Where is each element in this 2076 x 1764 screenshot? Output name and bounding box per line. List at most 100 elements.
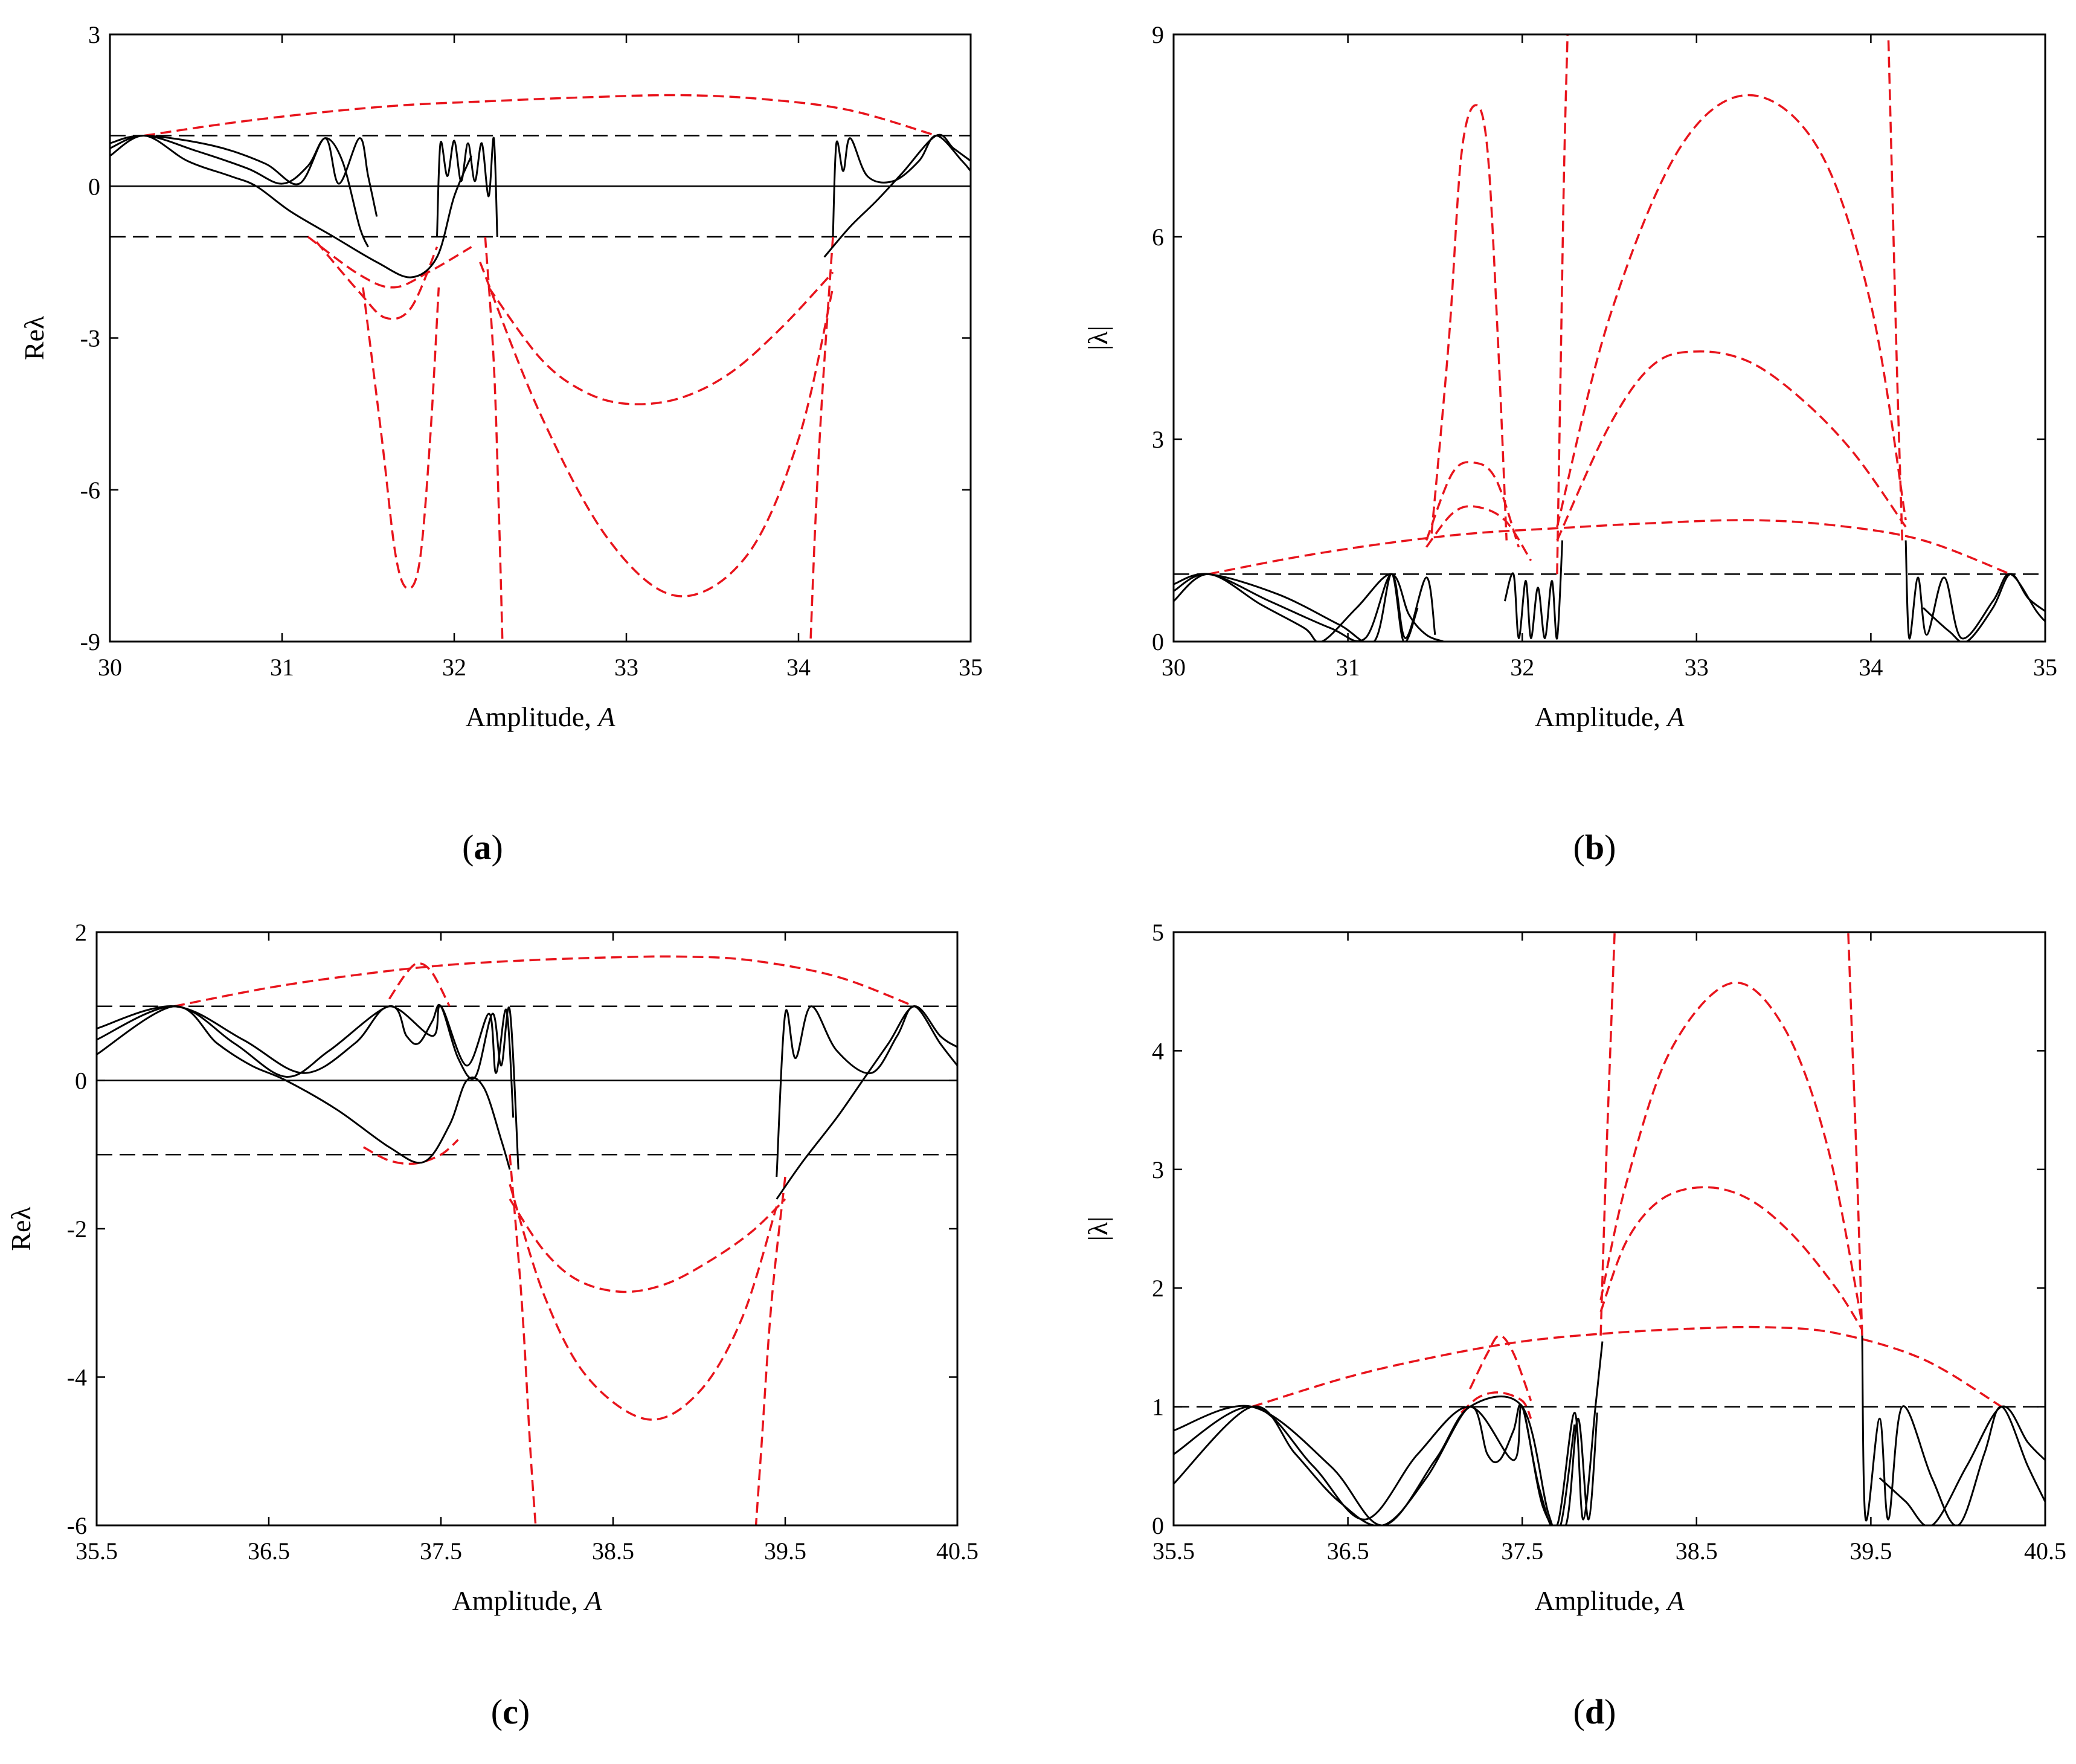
x-tick-label: 33 xyxy=(1685,654,1709,681)
x-tick-label: 35 xyxy=(2033,654,2057,681)
series-arch-wide-1 xyxy=(1556,350,1907,541)
series-stable-5 xyxy=(776,1005,957,1200)
x-tick-label: 34 xyxy=(1859,654,1883,681)
series-stable-2 xyxy=(1174,573,1436,642)
series-vert-right xyxy=(1887,34,1904,541)
series-stable-5 xyxy=(1878,1405,2045,1525)
series-stable-6 xyxy=(1922,573,2045,642)
x-axis-label-var: A xyxy=(583,1585,602,1616)
series-stable-5 xyxy=(832,134,971,237)
x-tick-label: 35 xyxy=(959,654,983,681)
series-arch-1 xyxy=(1599,1186,1863,1330)
y-tick-label: 5 xyxy=(1152,919,1164,946)
series-stable-2 xyxy=(1174,1405,1598,1525)
series-arch-2 xyxy=(509,1183,778,1421)
series-stable-6 xyxy=(823,134,971,258)
chart-panel-c: 35.5 36.5 37.5 38.5 39.5 40.5 2 0 -2 -4 -6 Amplitud… xyxy=(5,919,979,1731)
series-vert-left xyxy=(1556,34,1569,575)
series-stable-4 xyxy=(1861,1335,2045,1525)
x-axis-label-var: A xyxy=(1665,701,1685,732)
y-tick-label: -4 xyxy=(67,1364,87,1391)
series-unstable-wide-1 xyxy=(487,271,834,405)
series-unstable-upper xyxy=(1208,519,2011,576)
x-axis-label: Amplitude, A xyxy=(466,701,616,732)
x-tick-label: 39.5 xyxy=(764,1537,806,1565)
y-tick-label: 2 xyxy=(75,919,87,946)
series-stable-3 xyxy=(1174,1395,1576,1525)
series-stable-3 xyxy=(97,1005,515,1118)
series-unstable-wide-2 xyxy=(479,262,834,597)
x-tick-label: 36.5 xyxy=(248,1537,290,1565)
chart-panel-d: 35.5 36.5 37.5 38.5 39.5 40.5 5 4 3 2 1 0 Amplitude,… xyxy=(1082,919,2066,1731)
panel-label-letter: a xyxy=(474,828,492,867)
x-axis-label: Amplitude, A xyxy=(1535,1585,1685,1616)
series-unstable-lower-1 xyxy=(307,236,472,289)
series-stable-1 xyxy=(97,1005,511,1170)
series-peak-mid-1 xyxy=(1425,461,1520,548)
y-tick-label: 0 xyxy=(88,173,100,200)
panel-label-letter: d xyxy=(1585,1692,1604,1731)
series-bump-1 xyxy=(1469,1334,1532,1402)
x-tick-label: 36.5 xyxy=(1327,1537,1369,1565)
series-stable-5 xyxy=(1904,540,2045,640)
x-axis-label: Amplitude, A xyxy=(452,1585,603,1616)
panel-label-open: ( xyxy=(462,828,474,867)
x-axis-label-var: A xyxy=(596,701,615,732)
y-axis-label: Reλ xyxy=(19,315,50,360)
x-axis-label-text: Amplitude, xyxy=(466,701,599,732)
y-tick-label: 6 xyxy=(1152,224,1164,251)
x-tick-label: 37.5 xyxy=(420,1537,462,1565)
panel-label-close: ) xyxy=(492,828,503,867)
x-tick-label: 32 xyxy=(442,654,466,681)
y-tick-label: 4 xyxy=(1152,1037,1164,1064)
y-tick-label: 0 xyxy=(1152,628,1164,655)
x-axis-label-var: A xyxy=(1665,1585,1685,1616)
panel-label-open: ( xyxy=(1573,828,1585,867)
panel-label-open: ( xyxy=(1573,1692,1585,1731)
series-group xyxy=(1174,932,2045,1525)
series-vert-left xyxy=(509,1154,537,1525)
x-tick-label: 33 xyxy=(614,654,638,681)
y-tick-label: -6 xyxy=(80,477,100,504)
y-axis-label: |λ| xyxy=(1082,1217,1113,1241)
series-arch-wide-2 xyxy=(1556,94,1907,527)
series-unstable-vert-left xyxy=(484,236,504,642)
y-tick-label: 1 xyxy=(1152,1394,1164,1421)
y-tick-label: 2 xyxy=(1152,1275,1164,1302)
series-unstable-upper xyxy=(144,94,937,137)
x-tick-label: 40.5 xyxy=(2024,1537,2066,1565)
series-vert-right xyxy=(1847,932,1863,1336)
series-stable-2 xyxy=(110,134,369,248)
plot-frame xyxy=(1172,931,2046,1527)
series-stable-2 xyxy=(97,1003,519,1170)
panel-label: (a) xyxy=(462,828,503,867)
series-stable-3 xyxy=(1174,573,1419,642)
plot-frame xyxy=(109,33,972,643)
y-tick-label: 9 xyxy=(1152,21,1164,48)
x-axis-label: Amplitude, A xyxy=(1535,701,1685,732)
series-bump-2 xyxy=(1460,1391,1532,1420)
x-tick-label: 35.5 xyxy=(1152,1537,1195,1565)
series-bump-upper xyxy=(388,962,451,1007)
x-tick-label: 31 xyxy=(270,654,294,681)
panel-label-open: ( xyxy=(491,1692,503,1731)
x-tick-label: 32 xyxy=(1510,654,1534,681)
y-axis-label: |λ| xyxy=(1082,326,1113,350)
x-axis-label-text: Amplitude, xyxy=(1535,701,1668,732)
series-group xyxy=(110,94,971,642)
plot-frame xyxy=(95,931,959,1527)
y-tick-label: 3 xyxy=(88,21,100,48)
y-tick-label: 0 xyxy=(75,1067,87,1095)
series-stable-4 xyxy=(1503,540,1564,640)
x-tick-label: 30 xyxy=(1162,654,1186,681)
series-unstable-upper xyxy=(173,955,915,1008)
panel-label: (b) xyxy=(1573,828,1616,867)
panel-label-letter: b xyxy=(1585,828,1604,867)
x-tick-label: 34 xyxy=(786,654,811,681)
series-unstable-dip-1 xyxy=(315,241,439,320)
x-tick-label: 40.5 xyxy=(936,1537,979,1565)
series-stable-1 xyxy=(1174,1341,1604,1525)
